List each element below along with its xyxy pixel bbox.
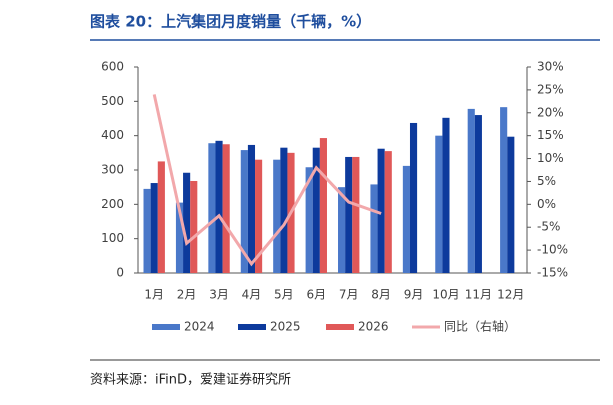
y2-tick-label: 25% [537, 82, 564, 96]
y2-tick-label: -15% [537, 266, 568, 280]
bar [312, 147, 320, 273]
bar [370, 184, 378, 273]
legend-label: 2026 [358, 320, 389, 334]
y2-tick-label: -10% [537, 243, 568, 257]
bar [215, 140, 223, 273]
source: 资料来源：iFinD，爱建证券研究所 [90, 372, 291, 388]
legend-swatch [152, 324, 180, 330]
bar [190, 180, 198, 273]
y2-tick-label: -5% [537, 220, 560, 234]
y2-tick-label: 10% [537, 151, 564, 165]
bar [150, 183, 158, 273]
x-tick-label: 1月 [144, 288, 164, 302]
y2-tick-label: 5% [537, 174, 556, 188]
bar [280, 147, 288, 273]
bar [377, 148, 385, 273]
x-tick-label: 7月 [339, 288, 359, 302]
bar [208, 143, 216, 273]
y-tick-label: 200 [101, 197, 124, 211]
y2-tick-label: 0% [537, 197, 556, 211]
x-tick-label: 5月 [274, 288, 294, 302]
bar [338, 187, 346, 273]
bar [474, 115, 482, 273]
bar [435, 135, 443, 273]
line [152, 94, 382, 267]
bar [222, 144, 230, 273]
x-tick-label: 12月 [497, 288, 524, 302]
bar [409, 122, 418, 273]
y2-tick-label: 30% [537, 60, 564, 74]
bar [273, 159, 281, 273]
x-tick-label: 10月 [432, 288, 459, 302]
y-tick-label: 300 [101, 163, 124, 177]
bar [247, 144, 256, 273]
bar [442, 117, 450, 274]
x-tick-label: 6月 [306, 288, 326, 302]
x-tick-label: 11月 [465, 288, 492, 302]
bar [384, 151, 392, 273]
bar [240, 150, 248, 273]
bar [183, 172, 191, 273]
bar [352, 156, 360, 273]
bar [157, 161, 165, 273]
bar [507, 136, 515, 273]
x-tick-label: 8月 [371, 288, 391, 302]
bar [467, 108, 475, 274]
bar [500, 107, 508, 273]
legend-label: 同比（右轴） [444, 319, 516, 334]
legend-label: 2024 [184, 320, 215, 334]
bar [319, 138, 327, 273]
legend-swatch [238, 324, 266, 330]
y2-tick-label: 20% [537, 105, 564, 119]
x-tick-label: 4月 [242, 288, 262, 302]
bar [402, 165, 410, 273]
y2-tick-label: 15% [537, 128, 564, 142]
y-tick-label: 400 [101, 128, 124, 142]
y-tick-label: 500 [101, 94, 124, 108]
legend-swatch [326, 324, 354, 330]
y-tick-label: 0 [116, 266, 124, 280]
bar [305, 167, 313, 273]
x-tick-label: 9月 [404, 288, 424, 302]
bar [175, 202, 184, 273]
bar [143, 188, 151, 273]
bar [255, 159, 263, 273]
x-tick-label: 2月 [177, 288, 197, 302]
y-tick-label: 600 [101, 60, 124, 74]
y-tick-label: 100 [101, 231, 124, 245]
x-tick-label: 3月 [209, 288, 229, 302]
legend-label: 2025 [270, 320, 301, 334]
bar [345, 156, 353, 273]
chart-title: 图表 20：上汽集团月度销量（千辆，%） [90, 13, 371, 31]
